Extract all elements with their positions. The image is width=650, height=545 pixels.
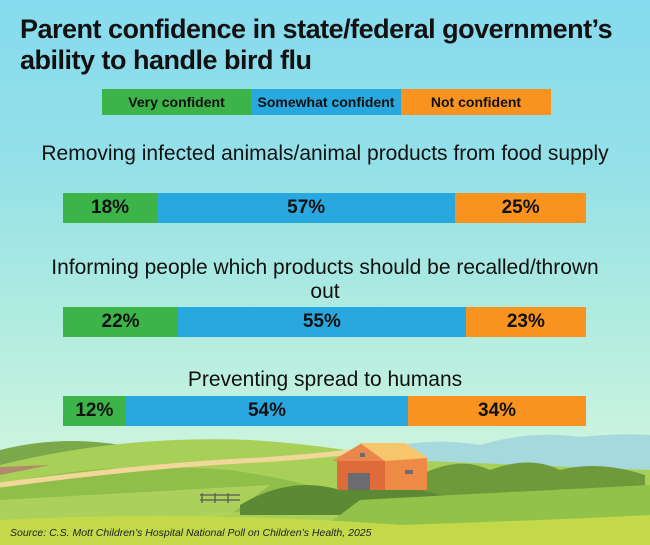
legend: Very confident Somewhat confident Not co… <box>102 89 551 115</box>
stacked-bar-informing-people: 22% 55% 23% <box>63 307 586 337</box>
bar-segment-very-confident: 22% <box>63 307 179 337</box>
question-label-preventing-spread: Preventing spread to humans <box>187 368 463 391</box>
question-label-removing-infected: Removing infected animals/animal product… <box>41 142 609 165</box>
stacked-bar-removing-infected: 18% 57% 25% <box>63 193 586 223</box>
bar-segment-somewhat-confident: 55% <box>178 307 466 337</box>
farm-landscape-illustration <box>0 434 650 545</box>
bar-segment-somewhat-confident: 54% <box>125 396 409 426</box>
legend-not-confident: Not confident <box>401 89 551 115</box>
chart-title: Parent confidence in state/federal gover… <box>20 14 613 75</box>
stacked-bar-preventing-spread: 12% 54% 34% <box>63 396 586 426</box>
bar-segment-somewhat-confident: 57% <box>157 193 456 223</box>
bar-segment-not-confident: 34% <box>408 396 586 426</box>
bar-segment-very-confident: 18% <box>63 193 158 223</box>
bar-segment-very-confident: 12% <box>63 396 126 426</box>
bar-segment-not-confident: 23% <box>465 307 586 337</box>
legend-very-confident: Very confident <box>102 89 251 115</box>
legend-somewhat-confident: Somewhat confident <box>251 89 401 115</box>
question-label-informing-people: Informing people which products should b… <box>51 256 599 303</box>
bar-segment-not-confident: 25% <box>455 193 586 223</box>
source-note: Source: C.S. Mott Children’s Hospital Na… <box>10 527 372 539</box>
